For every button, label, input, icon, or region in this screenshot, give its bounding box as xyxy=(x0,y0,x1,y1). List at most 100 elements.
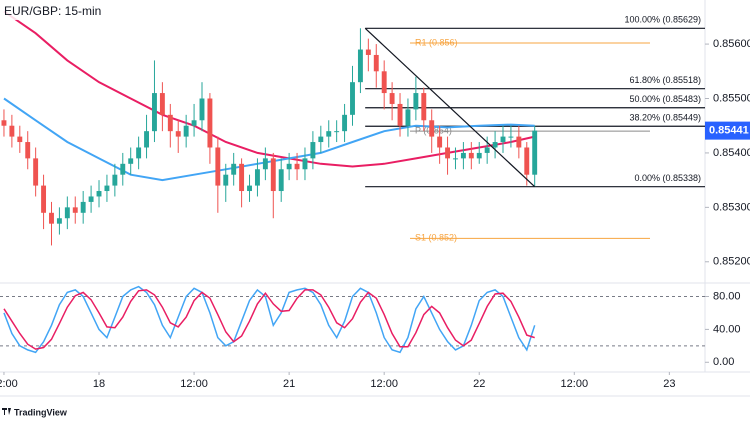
candle-body xyxy=(278,169,284,192)
candle-body xyxy=(159,93,165,115)
candle-body xyxy=(342,114,348,132)
candle-body xyxy=(334,131,340,133)
y-tick-label: 40.00 xyxy=(713,323,741,335)
candle-body xyxy=(262,158,268,170)
candle-body xyxy=(365,49,371,55)
candle-body xyxy=(33,158,39,186)
candle-body xyxy=(516,136,522,148)
candle-body xyxy=(460,152,466,159)
y-tick-label: 0.85400 xyxy=(713,147,750,159)
pivot-label: S1 (0.852) xyxy=(415,233,457,243)
watermark: TradingView xyxy=(14,407,68,417)
candle-body xyxy=(64,207,70,219)
candle-body xyxy=(468,152,474,159)
candle-body xyxy=(152,93,157,132)
fib-label: 50.00% (0.85483) xyxy=(629,94,701,104)
candle-body xyxy=(373,54,379,72)
x-tick-label: 12:00 xyxy=(561,378,589,390)
x-tick-label: 23 xyxy=(663,378,675,390)
candle-body xyxy=(492,142,498,148)
plot: 0.85600 0.85500 0.85400 0.85300 0.85200 100.0… xyxy=(0,10,750,390)
candle-body xyxy=(49,212,54,224)
y-tick-label: 0.85200 xyxy=(713,256,750,268)
candle-body xyxy=(318,136,324,143)
candle-body xyxy=(167,114,173,132)
x-tick-label: 21 xyxy=(283,378,295,390)
candle-body xyxy=(326,131,332,137)
candle-body xyxy=(508,136,514,138)
candle-body xyxy=(223,174,229,186)
candle-body xyxy=(175,131,181,137)
candle-body xyxy=(500,136,506,143)
candle-body xyxy=(144,131,150,148)
candle-body xyxy=(389,93,395,104)
y-tick-label: 80.00 xyxy=(713,290,741,302)
y-tick-label: 0.00 xyxy=(713,356,734,368)
title-backdrop xyxy=(0,2,98,20)
trendline xyxy=(364,27,536,188)
candle-body xyxy=(532,130,538,175)
fib-label: 100.00% (0.85629) xyxy=(624,15,701,25)
fib-label: 61.80% (0.85518) xyxy=(629,75,701,85)
stochastic-line xyxy=(3,289,535,350)
candle-body xyxy=(191,120,197,126)
candle-body xyxy=(17,136,23,143)
x-tick-label: 18 xyxy=(93,378,105,390)
chart-title: EUR/GBP: 15-min xyxy=(4,4,101,18)
fib-label: 38.20% (0.85449) xyxy=(629,113,701,123)
candle-body xyxy=(231,163,237,175)
candle-body xyxy=(247,185,252,192)
candle-body xyxy=(421,93,427,121)
candle-body xyxy=(25,142,31,159)
candle-body xyxy=(120,163,126,175)
candle-body xyxy=(310,142,316,159)
x-tick-label: 12:00 xyxy=(370,378,398,390)
candle-body xyxy=(41,185,47,213)
candle-body xyxy=(9,125,15,137)
candle-body xyxy=(357,49,363,83)
logo-icon xyxy=(2,408,11,415)
candle-body xyxy=(112,174,118,186)
candle-body xyxy=(381,71,387,94)
candle-body xyxy=(96,191,102,197)
candle-body xyxy=(484,147,490,153)
candle-body xyxy=(350,82,355,115)
y-tick-label: 0.85300 xyxy=(713,201,750,213)
candle-body xyxy=(199,98,205,121)
last-price-label: 0.85441 xyxy=(709,125,749,137)
x-tick-label: 12:00 xyxy=(180,378,208,390)
candle-body xyxy=(294,163,300,170)
candle-body xyxy=(286,163,292,170)
candle-body xyxy=(437,136,443,148)
candle-body xyxy=(270,158,276,192)
candle-body xyxy=(524,147,530,175)
candle-body xyxy=(429,120,435,137)
candle-body xyxy=(445,147,451,159)
y-tick-label: 0.85500 xyxy=(713,92,750,104)
candle-body xyxy=(239,163,245,192)
candle-body xyxy=(136,147,142,159)
candle-body xyxy=(1,120,7,126)
x-tick-label: 12:00 xyxy=(0,378,18,390)
candle-body xyxy=(254,169,260,186)
candle-body xyxy=(128,158,134,164)
candle-body xyxy=(72,207,78,213)
stochastic-line xyxy=(3,285,536,354)
candle-body xyxy=(207,98,213,148)
x-tick-label: 22 xyxy=(473,378,485,390)
candle-body xyxy=(476,152,482,159)
last-price-box xyxy=(705,121,750,140)
candle-body xyxy=(104,185,110,192)
candle-body xyxy=(56,218,62,224)
candle-body xyxy=(405,109,411,126)
pivot-label: R1 (0.856) xyxy=(415,37,458,47)
candle-body xyxy=(183,125,189,137)
candle-body xyxy=(397,103,403,126)
candle-body xyxy=(80,201,86,213)
candle-body xyxy=(215,147,221,186)
candle-body xyxy=(413,93,419,110)
candle-body xyxy=(302,158,308,170)
y-tick-label: 0.85600 xyxy=(713,38,750,50)
